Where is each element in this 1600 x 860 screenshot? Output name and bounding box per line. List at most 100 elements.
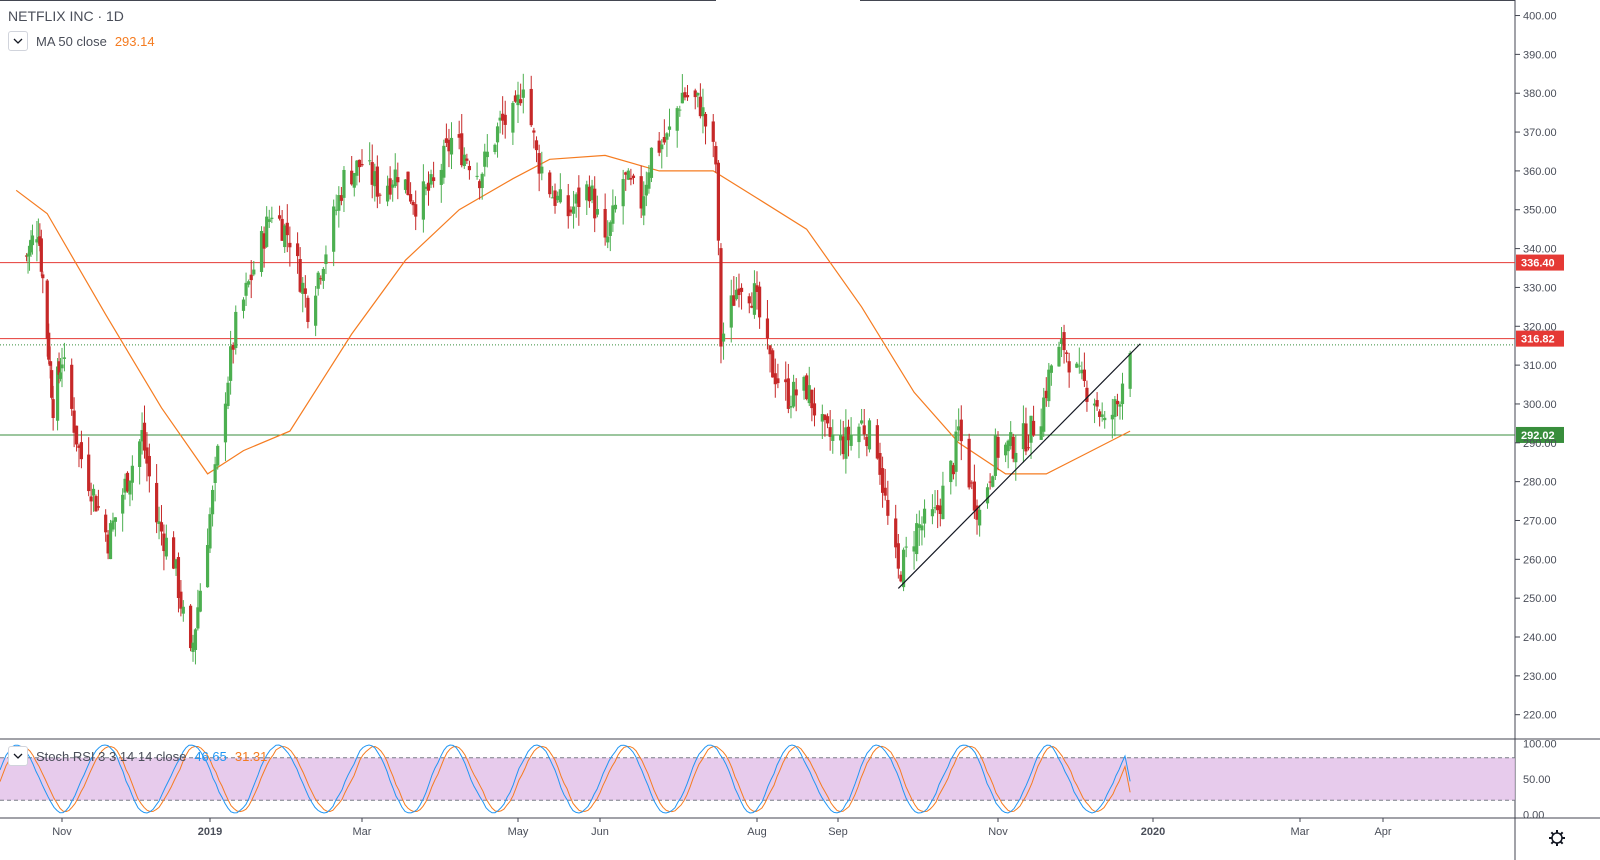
candle-body (970, 482, 974, 484)
time-tick-label: 2019 (198, 826, 222, 838)
candle-body (1128, 353, 1132, 389)
candle (972, 464, 976, 519)
price-level-value: 292.02 (1521, 430, 1555, 442)
candle (922, 499, 927, 538)
axes[interactable]: 400.00 390.00 380.00 370.00 360.00 350.00 340.… (52, 11, 1565, 846)
candle (1100, 402, 1104, 422)
candle (732, 276, 736, 307)
candle-body (408, 194, 413, 202)
candle (511, 101, 515, 145)
price-tick-label: 240.00 (1523, 632, 1557, 644)
candle-body (444, 138, 448, 143)
candle (130, 455, 134, 501)
candle (176, 552, 181, 613)
candle (521, 73, 525, 114)
candle-body (593, 188, 597, 219)
candle (321, 266, 325, 289)
candle-body (342, 169, 346, 198)
price-level-tag (1516, 254, 1564, 271)
candle-body (867, 420, 872, 450)
candle-body (352, 172, 356, 188)
candle (198, 583, 202, 613)
candle-body (954, 431, 958, 472)
ma-legend[interactable]: MA 50 close 293.14 (8, 31, 155, 51)
candle (249, 260, 253, 299)
candle (915, 513, 919, 562)
candle-body (794, 389, 798, 396)
trendline-layer[interactable] (897, 343, 1141, 589)
candle-body (94, 496, 98, 512)
candle (841, 420, 845, 460)
candle (467, 160, 472, 180)
candle-body (314, 295, 318, 326)
candle (805, 373, 809, 401)
candle-body (626, 170, 630, 180)
candle-body (644, 184, 648, 196)
candle (391, 179, 395, 202)
candle (121, 488, 125, 532)
candle-body (39, 238, 43, 272)
candle (613, 196, 618, 213)
chevron-down-icon[interactable] (8, 746, 28, 766)
candlesticks (24, 73, 1132, 665)
candle-body (216, 445, 220, 466)
candle (424, 184, 428, 196)
candle (920, 516, 924, 546)
candle-body (74, 425, 79, 445)
candle (978, 504, 982, 537)
candle-body (157, 521, 161, 525)
candle-body (776, 378, 780, 384)
candle-body (301, 282, 305, 294)
time-tick-label: Sep (828, 826, 848, 838)
candle (685, 84, 690, 101)
candle-body (41, 274, 45, 279)
candle (155, 464, 159, 534)
candle (716, 160, 720, 256)
stoch-rsi-legend[interactable]: Stoch RSI 3 3 14 14 close 46.65 31.31 (8, 746, 267, 766)
candle-body (91, 488, 96, 496)
candle-body (1110, 414, 1114, 420)
candle (791, 374, 796, 409)
horizontal-levels[interactable]: 336.40 316.82 292.02 (0, 254, 1564, 443)
price-level-tag (1516, 426, 1564, 443)
candle-body (846, 426, 851, 441)
candle (1103, 410, 1107, 429)
candle-body (208, 514, 212, 549)
candle-body (130, 465, 134, 483)
candle-body (138, 441, 142, 467)
price-tick-label: 230.00 (1523, 671, 1557, 683)
candle (70, 358, 74, 416)
candle (179, 580, 183, 617)
candle-body (265, 216, 269, 247)
candle (1065, 350, 1069, 363)
ma-label: MA 50 close (36, 33, 107, 49)
candle-body (768, 345, 772, 355)
candle-body (231, 344, 235, 350)
candle-body (113, 517, 117, 522)
candle (828, 410, 832, 451)
candle (283, 223, 287, 253)
candle-body (519, 99, 523, 104)
candle (231, 342, 235, 364)
candle-body (949, 460, 953, 483)
candle-body (1082, 369, 1086, 381)
candle-body (988, 481, 992, 483)
candle (569, 206, 573, 217)
candle (590, 179, 594, 204)
candle (794, 378, 798, 412)
candle-body (106, 534, 110, 554)
candle (147, 443, 151, 493)
candle (752, 270, 757, 319)
gear-icon[interactable] (1549, 830, 1565, 846)
candle-body (739, 287, 744, 292)
candle-body (223, 403, 228, 443)
candle (696, 92, 700, 108)
candle-body (1075, 363, 1079, 368)
chevron-down-icon[interactable] (8, 31, 28, 51)
candle-body (89, 496, 93, 502)
candle-body (339, 195, 343, 201)
candle (878, 442, 882, 485)
candle (41, 271, 45, 294)
candle-body (155, 482, 159, 523)
